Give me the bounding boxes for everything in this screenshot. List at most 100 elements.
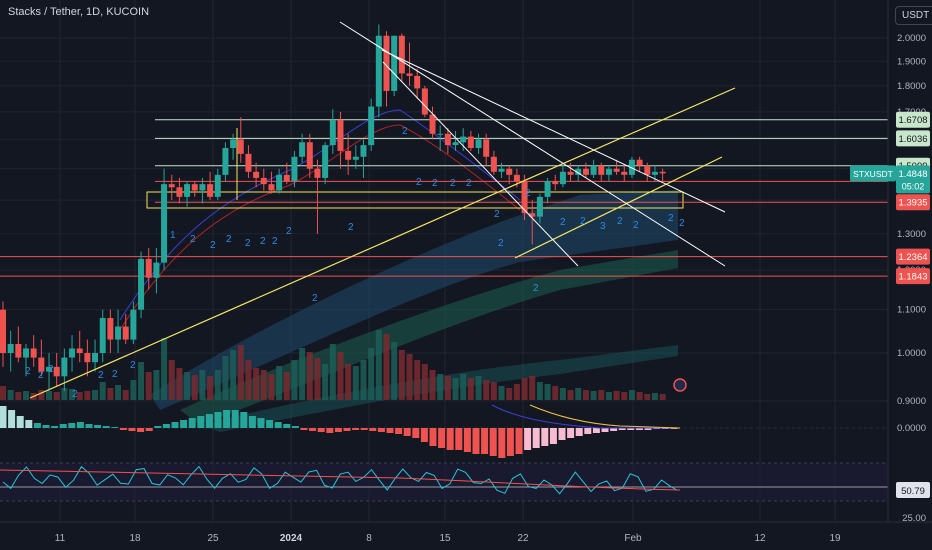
macd-histogram-bar	[223, 410, 231, 428]
volume-bar	[107, 388, 114, 400]
candle-body	[329, 119, 336, 146]
volume-bar	[398, 350, 405, 400]
candle-body	[452, 142, 459, 146]
indicator-marker: 2	[617, 216, 623, 227]
macd-histogram-bar	[59, 424, 67, 428]
macd-histogram-bar	[412, 428, 420, 438]
candle-body	[421, 88, 428, 115]
candle-body	[7, 344, 14, 353]
volume-bar	[76, 392, 83, 400]
macd-histogram-bar	[369, 428, 377, 431]
macd-histogram-bar	[240, 412, 248, 428]
volume-bar	[168, 360, 175, 400]
candle-body	[176, 187, 183, 197]
volume-bars	[0, 330, 666, 400]
volume-bar	[7, 390, 14, 400]
volume-bar	[467, 378, 474, 400]
macd-histogram-bar	[8, 410, 16, 428]
volume-bar	[138, 362, 145, 400]
macd-signal-line	[529, 404, 681, 429]
volume-bar	[352, 366, 359, 400]
volume-bar	[99, 382, 106, 400]
macd-histogram-bar	[601, 428, 609, 432]
candle-body	[230, 139, 237, 149]
volume-bar	[276, 366, 283, 400]
indicator-marker: 2	[633, 220, 639, 231]
volume-bar	[368, 348, 375, 400]
candle-body	[621, 171, 628, 175]
macd-histogram-bar	[524, 428, 532, 450]
macd-histogram-bar	[128, 428, 136, 431]
macd-histogram-bar	[309, 428, 317, 431]
volume-bar	[145, 372, 152, 400]
time-tick-label: 2024	[280, 533, 303, 544]
macd-histogram-bar	[360, 428, 368, 430]
macd-histogram-bar	[248, 416, 256, 428]
macd-histogram-bar	[0, 406, 7, 428]
volume-bar	[636, 392, 643, 400]
volume-bar	[84, 391, 91, 400]
volume-bar	[506, 388, 513, 400]
trendlines	[29, 21, 736, 399]
macd-histogram-bar	[197, 416, 205, 428]
highlight-zone	[146, 191, 684, 209]
candle-body	[337, 119, 344, 151]
volume-bar	[38, 390, 45, 400]
volume-bar	[23, 391, 30, 400]
indicator-marker: 2	[272, 236, 278, 247]
volume-bar	[391, 342, 398, 400]
volume-bar	[191, 375, 198, 400]
candle-body	[15, 344, 22, 358]
candle-body	[138, 258, 145, 310]
level-price-tag	[896, 111, 930, 128]
volume-bar	[452, 378, 459, 400]
currency-button[interactable]: USDT	[895, 6, 932, 25]
volume-bar	[253, 368, 260, 400]
level-price-tag	[896, 268, 930, 285]
indicator-marker: 2	[260, 236, 266, 247]
volume-bar	[306, 352, 313, 400]
candlesticks	[0, 24, 666, 391]
candle-body	[513, 174, 520, 182]
time-tick-label: 25	[207, 533, 219, 544]
volume-bar	[575, 388, 582, 400]
indicator-marker: 3	[600, 221, 606, 232]
support-zone-box	[146, 191, 684, 209]
macd-histogram-bar	[300, 428, 308, 430]
candle-body	[467, 136, 474, 149]
candle-body	[536, 196, 543, 217]
macd-histogram-bar	[85, 424, 93, 428]
indicator-marker: 2	[72, 389, 78, 400]
volume-bar	[521, 378, 528, 400]
volume-bar	[291, 360, 298, 400]
candle-body	[23, 348, 30, 358]
indicator-marker: 2	[48, 364, 54, 375]
volume-bar	[613, 391, 620, 400]
rsi-band	[0, 463, 888, 501]
candle-body	[161, 184, 168, 263]
candle-body	[207, 184, 214, 197]
symbol-tag-text: STXUSDT	[853, 169, 893, 179]
candle-body	[214, 174, 221, 197]
macd-histogram-bar	[317, 428, 325, 432]
volume-bar	[46, 391, 53, 400]
candle-body	[506, 168, 513, 175]
macd-histogram-bar	[291, 426, 299, 428]
macd-histogram-bar	[76, 422, 84, 428]
macd-histogram-bar	[575, 428, 583, 436]
macd-histogram-bar	[266, 420, 274, 428]
indicator-marker: 2	[533, 283, 539, 294]
level-price-tag	[896, 194, 930, 211]
candle-body	[444, 133, 451, 146]
candle-body	[391, 35, 398, 91]
price-tick-label: 1.9000	[897, 56, 926, 67]
candle-body	[544, 181, 551, 197]
volume-bar	[552, 386, 559, 400]
candle-body	[651, 171, 658, 175]
rsi-axis-label: 25.00	[902, 513, 926, 524]
symbol-title: Stacks / Tether, 1D, KUCOIN	[8, 6, 150, 18]
indicator-marker: 2	[402, 126, 408, 137]
white-trendline-2	[382, 61, 579, 267]
indicator-marker: 2	[25, 366, 31, 377]
